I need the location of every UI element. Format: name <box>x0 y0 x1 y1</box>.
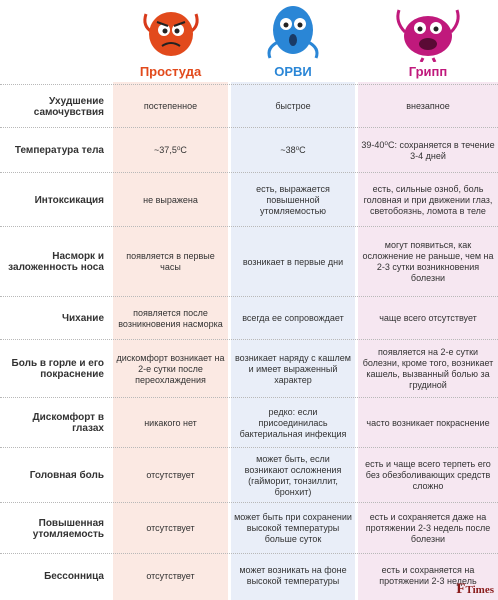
table-row: Насморк и заложенность носа появляется в… <box>0 226 498 297</box>
watermark-rest: Times <box>465 584 494 596</box>
column-background-gripp <box>358 82 498 600</box>
column-header-gripp: Грипп <box>408 64 448 79</box>
table-row: Интоксикация не выражена есть, выражаетс… <box>0 172 498 227</box>
cell-gripp: есть и сохраняется даже на протяжении 2-… <box>365 512 491 544</box>
cell-gripp: есть и чаще всего терпеть его без обезбо… <box>365 459 491 491</box>
table-row: Дискомфорт в глазах никакого нет редко: … <box>0 397 498 448</box>
cell-prostuda: постепенное <box>143 101 198 111</box>
row-label: Головная боль <box>29 470 104 481</box>
cell-gripp: появляется на 2-е сутки болезни, кроме т… <box>362 347 494 390</box>
cell-prostuda: не выражена <box>143 194 198 205</box>
table-row: Ухудшение самочувствия постепенное быстр… <box>0 84 498 128</box>
pink-virus-character-icon <box>396 9 460 62</box>
row-label: Ухудшение самочувствия <box>33 95 104 118</box>
column-header-orvi: ОРВИ <box>274 64 312 79</box>
row-label: Чихание <box>61 313 104 324</box>
column-background-prostuda <box>113 82 228 600</box>
row-label: Насморк и заложенность носа <box>8 251 104 273</box>
cell-orvi: есть, выражается повышенной утомляемость… <box>256 183 330 216</box>
cell-orvi: может возникать на фоне высокой температ… <box>239 565 347 586</box>
cell-orvi: возникает наряду с кашлем и имеет выраже… <box>235 352 351 385</box>
cell-prostuda: отсутствует <box>146 523 195 533</box>
watermark-lead: F <box>456 581 466 597</box>
cell-gripp: есть и сохраняется на протяжении 2-3 нед… <box>379 565 477 586</box>
cell-orvi: ~38⁰С <box>280 145 306 155</box>
cell-orvi: редко: если присоединилась бактериальная… <box>239 406 347 439</box>
cell-orvi: может быть при сохранении высокой темпер… <box>234 512 352 544</box>
table-row: Температура тела ~37,5⁰С ~38⁰С 39-40⁰С: … <box>0 127 498 173</box>
row-label: Дискомфорт в глазах <box>32 412 104 434</box>
cell-prostuda: дискомфорт возникает на 2-е сутки после … <box>116 352 225 385</box>
cell-prostuda: отсутствует <box>146 470 195 480</box>
cell-gripp: чаще всего отсутствует <box>379 313 477 323</box>
cell-prostuda: никакого нет <box>144 417 197 428</box>
row-label: Боль в горле и его покраснение <box>11 358 104 380</box>
cell-gripp: 39-40⁰С: сохраняется в течение 3-4 дней <box>361 139 495 161</box>
column-header-prostuda: Простуда <box>139 64 202 79</box>
red-virus-character-icon <box>143 12 199 56</box>
cell-orvi: всегда ее сопровождает <box>242 313 344 323</box>
cell-prostuda: появляется после возникновения насморка <box>118 307 223 329</box>
cell-gripp: могут появиться, как осложнение не раньш… <box>362 240 494 283</box>
row-label: Интоксикация <box>34 194 104 206</box>
row-label: Повышенная утомляемость <box>32 517 104 540</box>
cell-orvi: быстрое <box>275 101 311 111</box>
watermark-logo: FTimes <box>456 581 494 598</box>
column-background-orvi <box>231 82 355 600</box>
cell-gripp: часто возникает покраснение <box>366 417 490 428</box>
cell-prostuda: появляется в первые часы <box>126 251 215 272</box>
table-row: Повышенная утомляемость отсутствует може… <box>0 502 498 554</box>
cell-orvi: может быть, если возникают осложнения (г… <box>244 453 342 497</box>
cell-prostuda: ~37,5⁰С <box>154 145 187 155</box>
table-row: Чихание появляется после возникновения н… <box>0 296 498 340</box>
row-label: Температура тела <box>14 145 104 156</box>
table-row: Боль в горле и его покраснение дискомфор… <box>0 339 498 398</box>
cell-gripp: внезапное <box>406 101 450 111</box>
cell-prostuda: отсутствует <box>146 570 195 581</box>
cell-gripp: есть, сильные озноб, боль головная и при… <box>363 183 493 216</box>
table-row: Головная боль отсутствует может быть, ес… <box>0 447 498 503</box>
cell-orvi: возникает в первые дни <box>242 256 344 267</box>
table-row: Бессонница отсутствует может возникать н… <box>0 553 498 598</box>
blue-virus-character-icon <box>267 6 319 59</box>
row-label: Бессонница <box>44 570 104 582</box>
